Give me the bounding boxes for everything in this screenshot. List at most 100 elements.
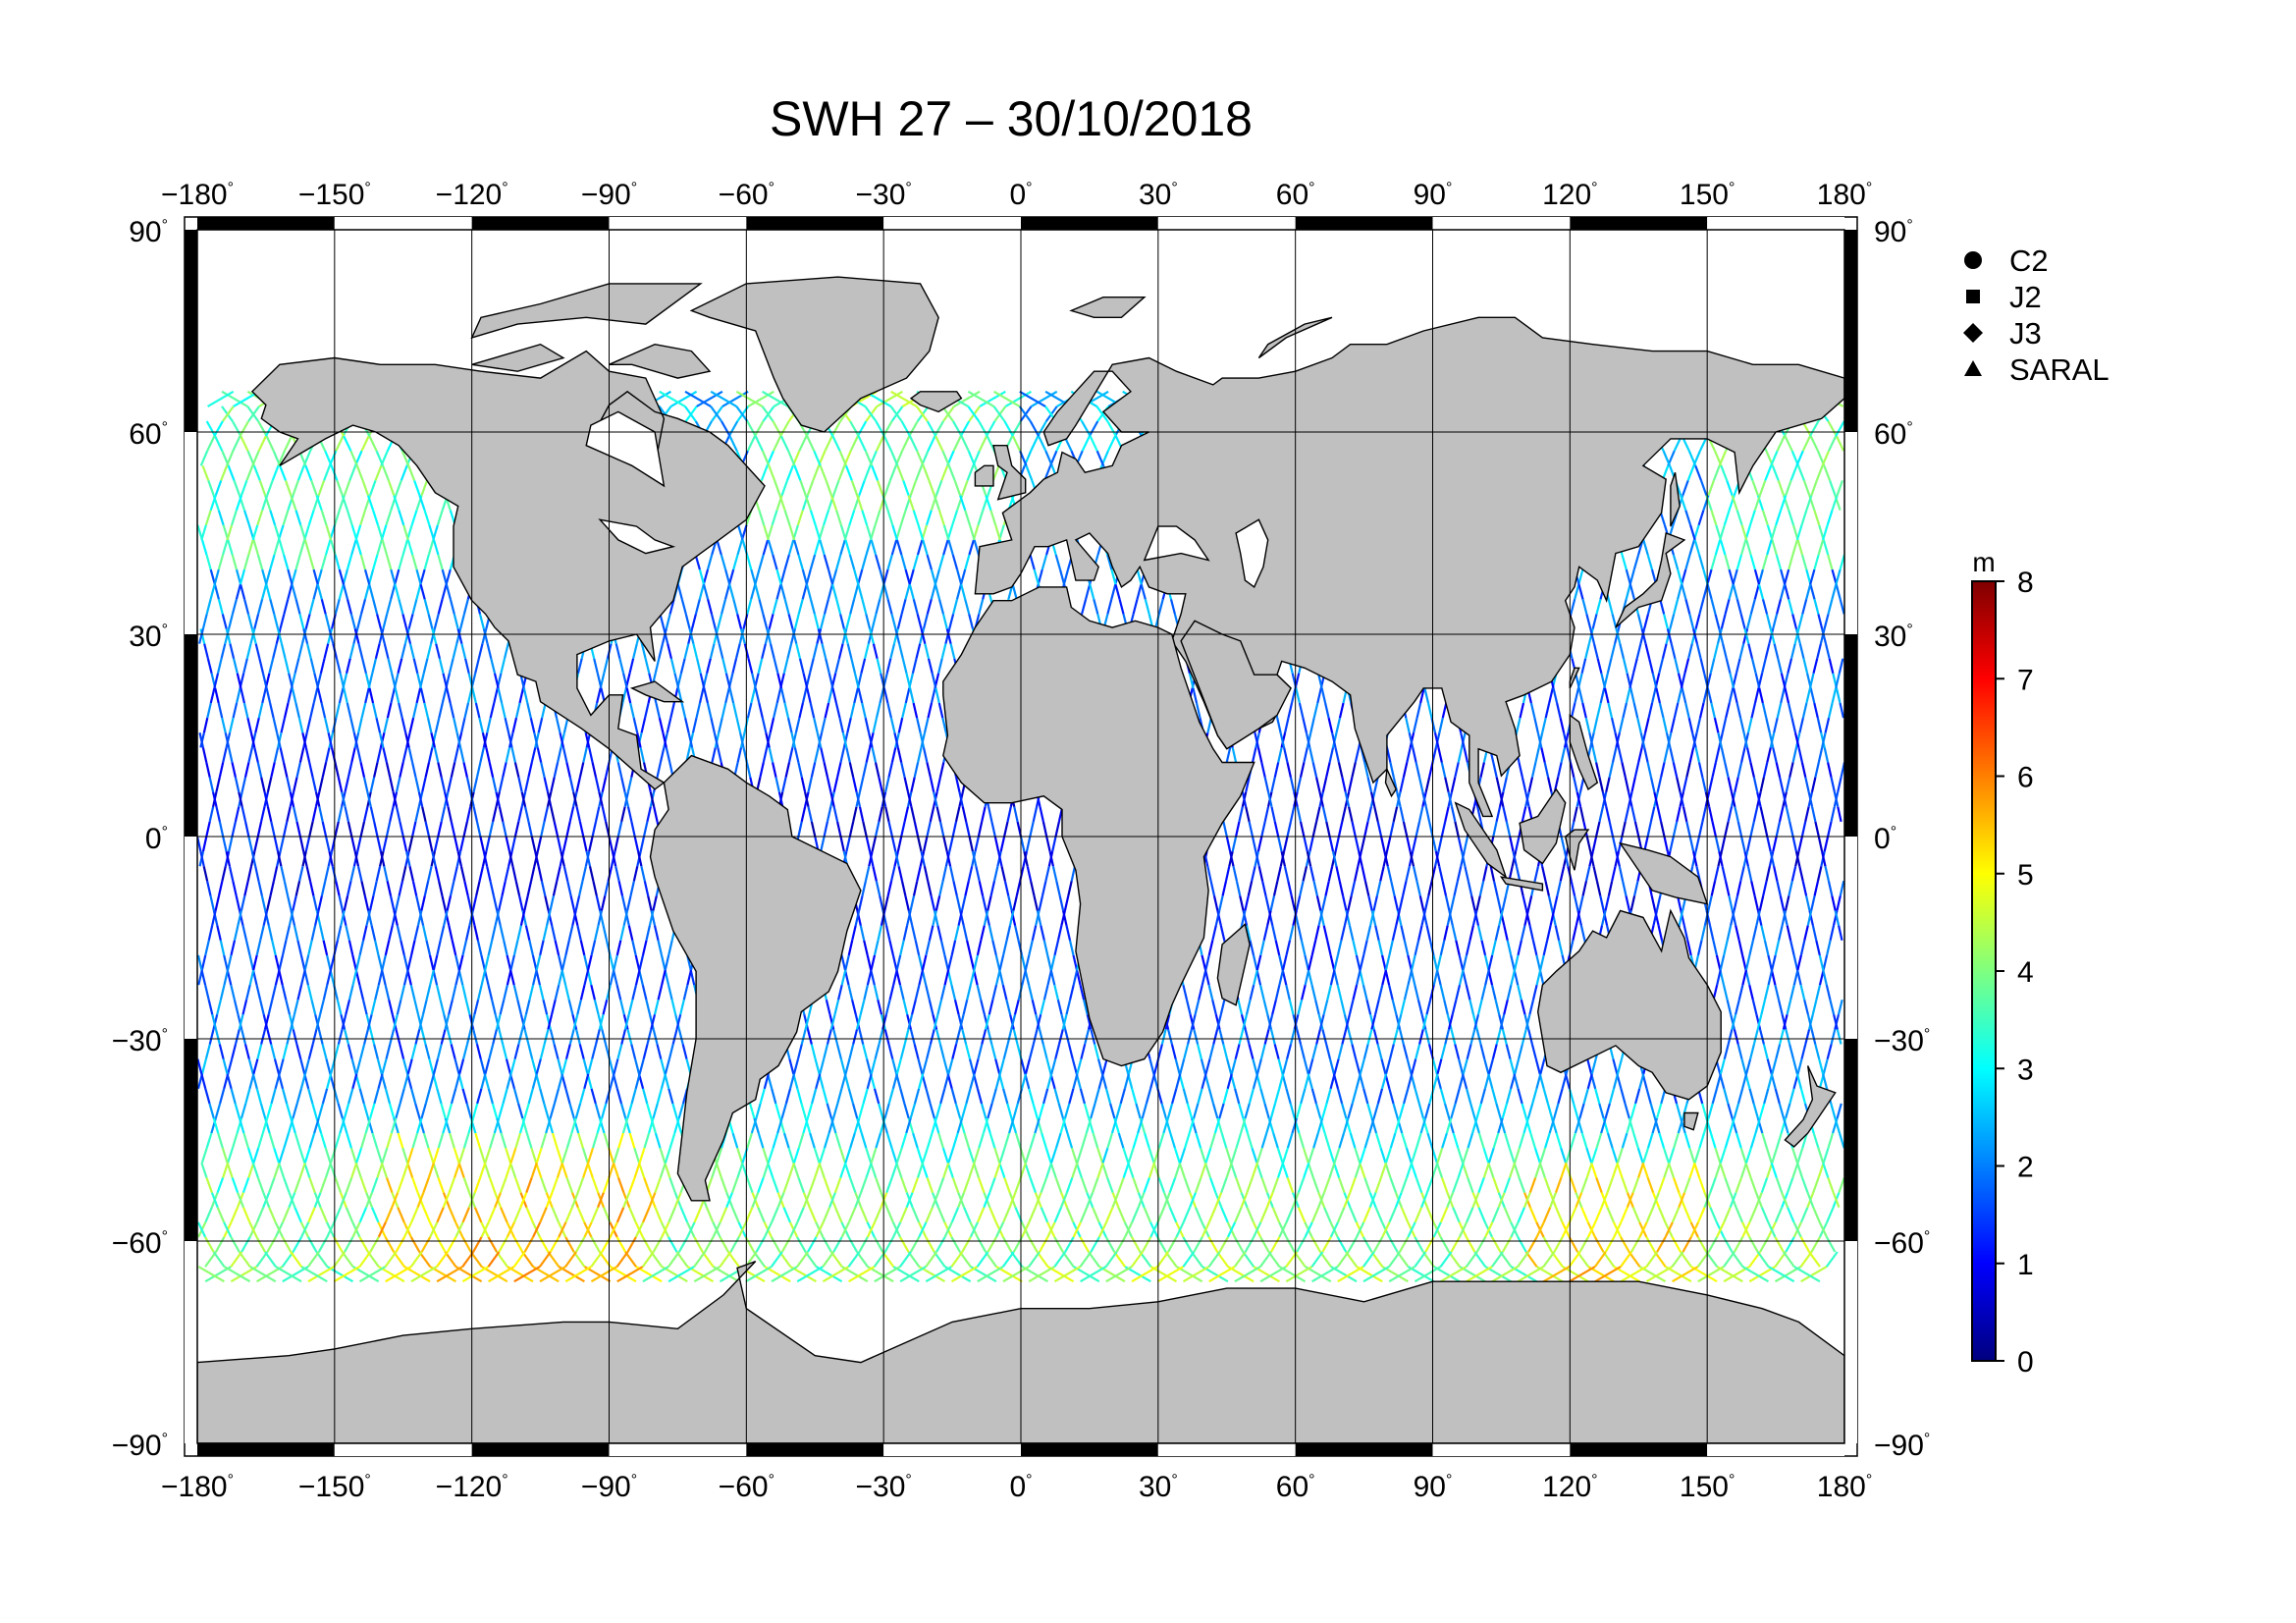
track-segment	[336, 999, 343, 1015]
track-segment	[627, 999, 634, 1015]
track-segment	[273, 836, 280, 852]
track-segment	[866, 1073, 873, 1090]
track-segment	[767, 1162, 774, 1178]
track-segment	[901, 435, 911, 452]
track-segment	[626, 1236, 637, 1253]
track-segment	[1076, 1058, 1083, 1074]
track-segment	[583, 954, 589, 971]
track-segment	[257, 881, 263, 896]
track-segment	[835, 599, 842, 615]
track-segment	[679, 1207, 689, 1223]
track-segment	[696, 390, 723, 407]
track-segment	[875, 599, 881, 615]
track-segment	[1080, 1044, 1087, 1059]
track-segment	[772, 762, 777, 778]
track-segment	[409, 984, 416, 1001]
track-segment	[308, 1177, 316, 1193]
track-segment	[530, 1162, 538, 1178]
track-segment	[372, 599, 379, 615]
track-segment	[517, 806, 523, 823]
track-segment	[231, 420, 242, 437]
track-segment	[824, 435, 833, 452]
track-segment	[273, 1058, 281, 1074]
track-segment	[1183, 1177, 1192, 1193]
track-segment	[835, 554, 842, 570]
track-segment	[851, 999, 857, 1015]
track-segment	[759, 1088, 766, 1105]
track-segment	[847, 984, 854, 1001]
track-segment	[292, 1029, 298, 1045]
track-segment	[320, 1132, 327, 1149]
track-segment	[503, 984, 508, 1001]
track-segment	[587, 954, 593, 971]
track-segment	[343, 1103, 350, 1119]
track-segment	[789, 1221, 799, 1238]
track-segment	[957, 1192, 966, 1209]
track-segment	[501, 881, 507, 896]
track-segment	[840, 954, 847, 971]
track-segment	[1063, 895, 1070, 911]
track-segment	[429, 969, 435, 986]
track-segment	[233, 658, 239, 675]
track-segment	[391, 910, 398, 926]
track-segment	[745, 762, 752, 778]
track-segment	[1145, 1088, 1152, 1105]
track-segment	[1194, 1207, 1203, 1223]
track-segment	[602, 925, 609, 941]
track-segment	[783, 599, 790, 615]
track-segment	[344, 1029, 349, 1045]
track-segment	[1143, 1177, 1150, 1193]
track-segment	[1029, 1177, 1037, 1193]
track-segment	[396, 925, 402, 941]
track-segment	[377, 1073, 384, 1090]
track-segment	[997, 850, 1003, 867]
track-segment	[853, 568, 860, 585]
track-segment	[1054, 1044, 1061, 1059]
track-segment	[768, 747, 774, 763]
track-segment	[849, 702, 856, 719]
track-segment	[891, 524, 898, 541]
track-segment	[620, 1029, 627, 1045]
track-segment	[351, 954, 357, 971]
track-segment	[963, 1132, 971, 1149]
track-segment	[916, 717, 922, 733]
track-segment	[276, 850, 283, 867]
track-segment	[325, 1058, 332, 1074]
track-segment	[370, 1177, 379, 1193]
track-segment	[359, 1044, 366, 1059]
track-segment	[464, 925, 471, 941]
track-segment	[539, 1251, 552, 1268]
track-segment	[921, 1147, 929, 1163]
track-segment	[272, 643, 278, 659]
track-segment	[546, 910, 552, 926]
track-segment	[961, 806, 968, 823]
track-segment	[273, 539, 280, 556]
track-segment	[293, 806, 298, 823]
track-segment	[746, 435, 756, 452]
track-segment	[588, 747, 594, 763]
track-segment	[605, 762, 611, 778]
track-segment	[321, 762, 328, 778]
track-segment	[247, 1058, 254, 1074]
track-segment	[1169, 599, 1176, 615]
track-segment	[806, 687, 812, 704]
track-segment	[836, 1088, 843, 1105]
track-segment	[905, 1117, 912, 1134]
track-segment	[628, 658, 635, 675]
track-segment	[909, 1029, 916, 1045]
track-segment	[900, 1132, 908, 1149]
track-segment	[794, 717, 801, 733]
track-segment	[912, 1132, 919, 1149]
track-segment	[1040, 999, 1045, 1015]
track-segment	[977, 510, 985, 526]
track-segment	[847, 1207, 857, 1223]
track-segment	[1192, 687, 1199, 704]
track-segment	[276, 732, 282, 748]
track-segment	[287, 568, 294, 585]
track-segment	[883, 480, 891, 496]
track-segment	[462, 1132, 470, 1149]
track-segment	[214, 687, 220, 704]
track-segment	[441, 568, 448, 585]
track-segment	[832, 1029, 839, 1045]
track-segment	[478, 614, 485, 629]
